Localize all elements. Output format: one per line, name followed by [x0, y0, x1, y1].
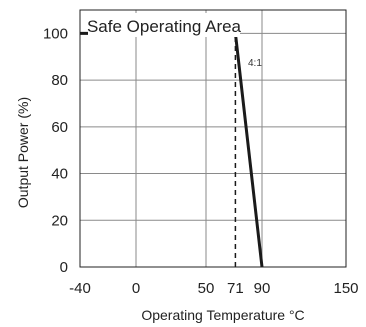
x-tick-labels: -40 0 50 71 90 150: [69, 280, 358, 297]
y-tick-label: 80: [51, 72, 68, 89]
x-tick-label: 90: [254, 280, 271, 297]
y-tick-label: 0: [60, 259, 68, 276]
x-axis-label: Operating Temperature °C: [141, 307, 304, 323]
y-tick-labels: 0 20 40 60 80 100: [43, 25, 68, 276]
y-tick-label: 100: [43, 25, 68, 42]
y-tick-label: 20: [51, 212, 68, 229]
grid: [79, 10, 347, 267]
x-tick-label: 71: [227, 280, 244, 297]
y-axis-label: Output Power (%): [15, 97, 31, 208]
x-tick-label: -40: [69, 280, 91, 297]
x-tick-label: 150: [333, 280, 358, 297]
title-background: [88, 13, 240, 37]
y-tick-label: 40: [51, 166, 68, 183]
ratio-annotation: 4:1: [248, 58, 262, 69]
chart-title: Safe Operating Area: [87, 17, 242, 36]
x-tick-label: 50: [198, 280, 215, 297]
plot-frame: [79, 9, 347, 268]
x-tick-label: 0: [132, 280, 140, 297]
y-tick-label: 60: [51, 119, 68, 136]
